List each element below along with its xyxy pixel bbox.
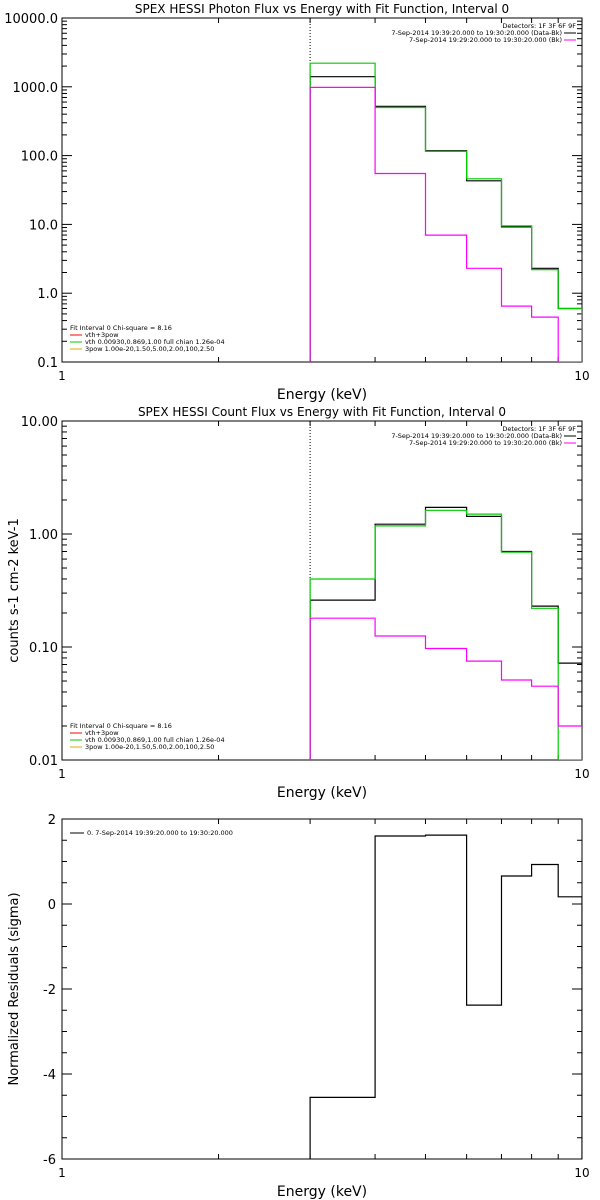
legend-fit-header: Fit Interval 0 Chi-square = 8.16 xyxy=(70,324,172,332)
legend-entry: 0. 7-Sep-2014 19:39:20.000 to 19:30:20.0… xyxy=(87,829,233,837)
x-tick-label: 1 xyxy=(58,1166,66,1180)
plot-frame xyxy=(61,818,583,1160)
legend-entry: 7-Sep-2014 19:39:20.000 to 19:30:20.000 … xyxy=(391,29,562,37)
chart-panel-1: SPEX HESSI Count Flux vs Energy with Fit… xyxy=(7,405,590,801)
y-tick-label: 0.01 xyxy=(29,754,58,769)
y-axis-label: Normalized Residuals (sigma) xyxy=(7,892,22,1085)
y-tick-label: -6 xyxy=(43,1153,56,1168)
y-tick-label: 10.0 xyxy=(29,218,58,233)
data-layer xyxy=(309,834,582,1159)
data-layer xyxy=(309,421,582,760)
y-tick-label: 1.0 xyxy=(37,287,58,302)
legend-entry: vth+3pow xyxy=(85,331,119,339)
y-tick-label: 1.00 xyxy=(29,528,58,543)
legend-entry: vth 0.00930,0.869,1.00 full chian 1.26e-… xyxy=(85,338,225,346)
legend-entry: vth 0.00930,0.869,1.00 full chian 1.26e-… xyxy=(85,736,225,744)
y-tick-label: 0.10 xyxy=(29,641,58,656)
legend-detectors: Detectors: 1F 3F 6F 9F xyxy=(502,22,576,30)
plot-frame xyxy=(61,420,583,761)
legend-entry: vth+3pow xyxy=(85,729,119,737)
chart-title: SPEX HESSI Photon Flux vs Energy with Fi… xyxy=(135,2,509,16)
series-step-0 xyxy=(309,76,582,362)
legend-detectors: Detectors: 1F 3F 6F 9F xyxy=(502,425,576,433)
series-step-0 xyxy=(309,834,582,1159)
y-tick-label: 100.0 xyxy=(21,150,58,165)
series-step-0 xyxy=(309,506,582,760)
y-tick-label: 0.1 xyxy=(37,356,58,371)
x-axis-label: Energy (keV) xyxy=(277,387,367,403)
series-step-2 xyxy=(309,86,582,362)
chart-panel-0: SPEX HESSI Photon Flux vs Energy with Fi… xyxy=(4,2,589,403)
legend-fit-header: Fit Interval 0 Chi-square = 8.16 xyxy=(70,722,172,730)
y-tick-label: 10000.0 xyxy=(4,12,58,27)
y-tick-label: 2 xyxy=(48,813,56,828)
x-tick-label: 10 xyxy=(574,1166,589,1180)
plot-frame xyxy=(61,17,583,363)
x-tick-label: 1 xyxy=(58,767,66,781)
y-tick-label: -4 xyxy=(43,1068,56,1083)
y-tick-label: 0 xyxy=(48,898,56,913)
series-step-1 xyxy=(309,62,582,362)
x-axis-label: Energy (keV) xyxy=(277,1184,367,1200)
chart-title: SPEX HESSI Count Flux vs Energy with Fit… xyxy=(138,405,506,419)
legend-entry: 3pow 1.00e-20,1.50,5.00,2.00,100,2.50 xyxy=(85,743,214,751)
x-axis-label: Energy (keV) xyxy=(277,785,367,801)
legend-entry: 7-Sep-2014 19:29:20.000 to 19:30:20.000 … xyxy=(409,36,562,44)
y-tick-label: 1000.0 xyxy=(13,81,59,96)
legend-entry: 7-Sep-2014 19:29:20.000 to 19:30:20.000 … xyxy=(409,439,562,447)
series-step-1 xyxy=(309,509,582,760)
legend-entry: 3pow 1.00e-20,1.50,5.00,2.00,100,2.50 xyxy=(85,345,214,353)
legend-entry: 7-Sep-2014 19:39:20.000 to 19:30:20.000 … xyxy=(391,432,562,440)
x-tick-label: 10 xyxy=(574,767,589,781)
y-tick-label: 10.00 xyxy=(21,415,58,430)
y-axis-label: counts s-1 cm-2 keV-1 xyxy=(7,518,22,663)
data-layer xyxy=(309,18,582,362)
y-tick-label: -2 xyxy=(43,983,56,998)
x-tick-label: 1 xyxy=(58,369,66,383)
series-step-2 xyxy=(309,617,582,760)
x-tick-label: 10 xyxy=(574,369,589,383)
chart-panel-2: 1 10 Energy (keV) -6 -4 -2 0 2 Normalized Residu… xyxy=(7,813,590,1200)
